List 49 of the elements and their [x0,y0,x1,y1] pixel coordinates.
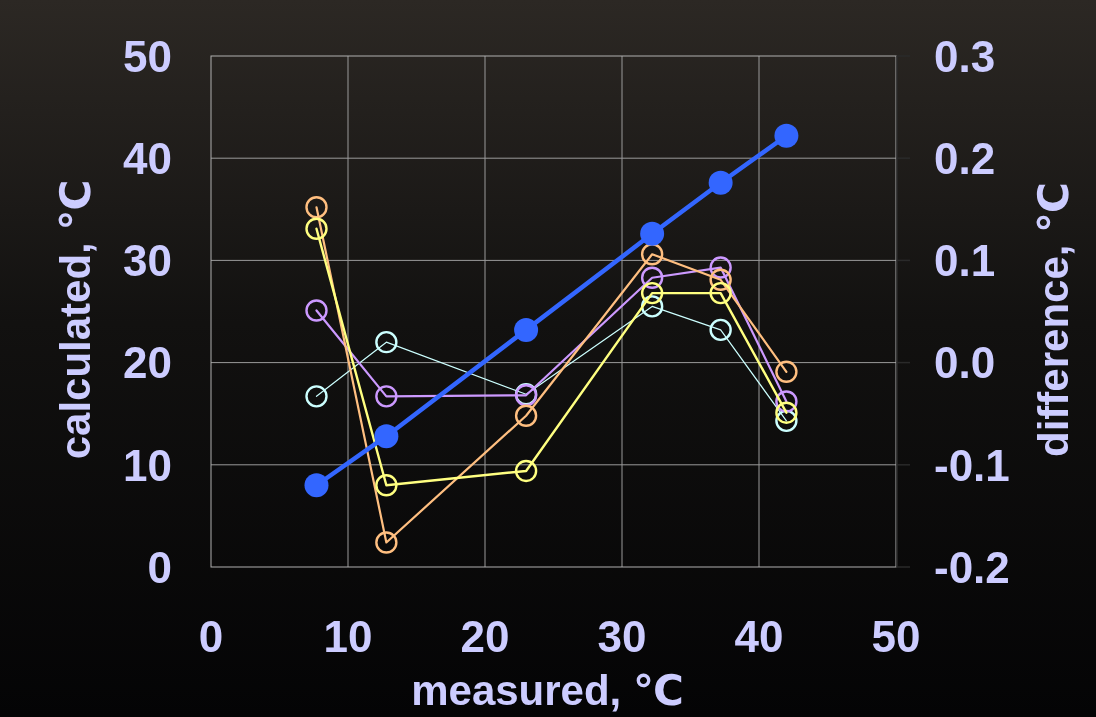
point [775,409,798,433]
y-tick-label: 20 [123,338,172,388]
x-tick-label: 40 [734,612,784,661]
point [775,360,798,383]
point [640,221,665,246]
point [514,459,538,483]
point [775,390,798,413]
y2-tick-label: 0.0 [934,338,996,388]
point [709,281,732,305]
point [708,170,733,195]
y-tick-label: 0 [147,542,172,592]
y-tick-label: 30 [123,236,172,286]
y-tick-label: 50 [123,31,172,81]
point [709,318,732,342]
x-tick-label: 0 [198,612,224,661]
point [375,474,398,497]
x-tick-label: 30 [597,612,647,661]
point [375,531,398,554]
x-tick-label: 10 [323,612,373,661]
point [374,424,399,449]
point [709,268,732,291]
x-tick-label: 50 [871,612,921,661]
point [774,123,799,148]
point [305,385,328,408]
point [640,266,664,289]
y-axis-title: calculated, ℃ [52,179,99,460]
y2-tick-label: -0.1 [934,440,1010,490]
y-tick-label: 40 [123,134,172,184]
point [305,299,328,322]
x-tick-label: 20 [460,612,510,661]
y2-tick-label: 0.2 [934,134,996,184]
y2-tick-label: 0.1 [934,236,996,286]
y-tick-label: 10 [123,440,172,490]
point [640,243,664,266]
point [514,317,539,342]
point [709,256,732,279]
x-axis-title: measured, ℃ [411,667,684,714]
point [775,401,798,424]
y2-tick-label: 0.3 [934,31,996,81]
point [640,295,664,318]
point [305,217,328,240]
y2-axis-title: difference, ℃ [1030,182,1077,457]
point [375,330,398,354]
point [305,196,328,219]
point [304,473,329,498]
y2-tick-label: -0.2 [934,542,1010,592]
point [514,404,538,427]
point [640,281,664,305]
point [375,385,398,408]
